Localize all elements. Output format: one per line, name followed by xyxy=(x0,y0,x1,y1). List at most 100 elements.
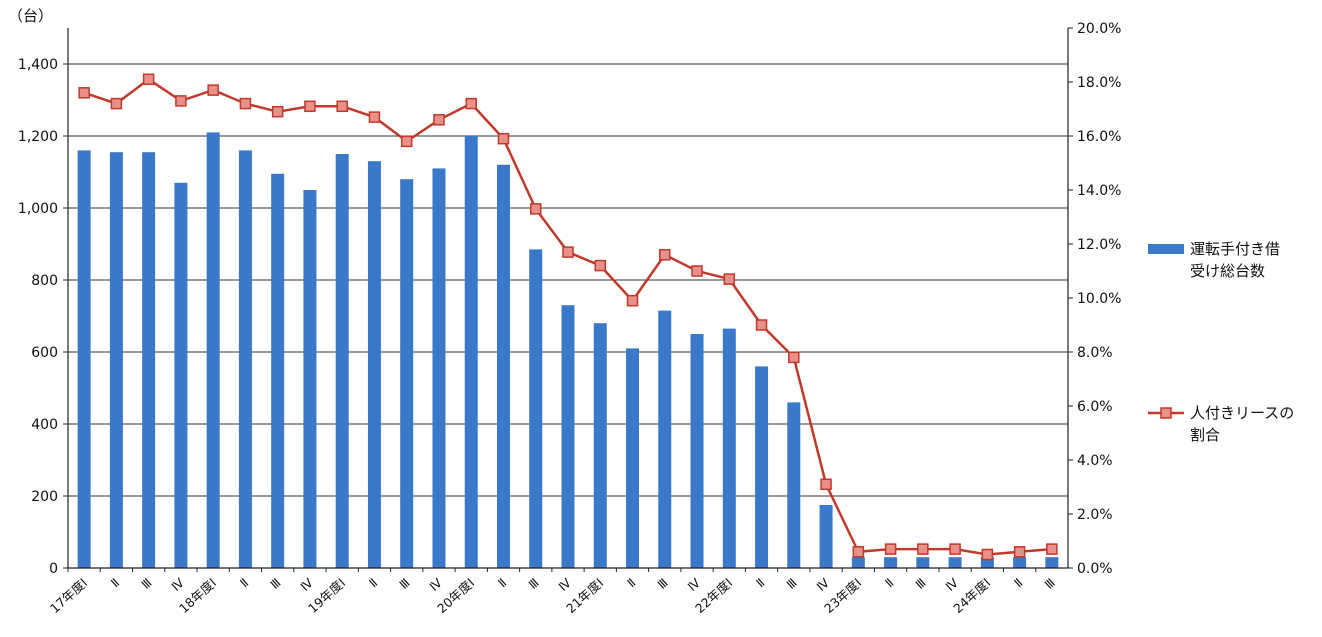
category-tick-label: Ⅱ xyxy=(495,575,510,590)
category-tick-label: Ⅳ xyxy=(426,575,445,594)
line-point xyxy=(529,203,542,215)
line-point xyxy=(368,111,381,123)
category-tick-label: Ⅱ xyxy=(366,575,381,590)
category-tick-label: 24年度Ⅰ xyxy=(950,575,993,616)
line-point xyxy=(175,95,187,107)
category-tick-label: Ⅳ xyxy=(297,575,316,594)
left-tick-label: 800 xyxy=(31,273,58,289)
line-point xyxy=(271,105,284,118)
bar xyxy=(367,161,381,568)
bar xyxy=(464,136,478,568)
legend-swatch-marker xyxy=(1160,407,1172,419)
bar xyxy=(755,366,769,568)
line-point xyxy=(723,273,736,285)
line-point xyxy=(433,114,445,126)
left-tick-label: 1,400 xyxy=(18,57,58,73)
bar xyxy=(496,164,510,569)
category-tick-label: Ⅲ xyxy=(654,575,670,592)
right-tick-label: 10.0% xyxy=(1077,291,1121,307)
line-point xyxy=(949,543,961,555)
line-point xyxy=(562,246,574,258)
line-point xyxy=(626,294,639,307)
line-point xyxy=(110,97,123,110)
right-tick-label: 18.0% xyxy=(1077,75,1121,91)
line-point xyxy=(755,319,768,331)
line-point xyxy=(465,97,477,110)
category-tick-label: Ⅳ xyxy=(942,575,961,594)
category-tick-label: 20年度Ⅰ xyxy=(434,575,477,616)
left-tick-label: 200 xyxy=(31,489,58,505)
category-tick-label: Ⅲ xyxy=(783,575,799,592)
bar xyxy=(626,348,640,568)
line-point xyxy=(917,543,929,555)
bar xyxy=(851,557,865,568)
left-axis-ticks: 0 200 400 600 800 1,000 1,200 1,400 xyxy=(18,57,68,577)
bar xyxy=(658,310,672,568)
category-tick-label: Ⅳ xyxy=(684,575,703,594)
right-tick-label: 8.0% xyxy=(1077,345,1113,361)
right-tick-label: 12.0% xyxy=(1077,237,1121,253)
category-tick-label: 18年度Ⅰ xyxy=(176,575,219,616)
bar xyxy=(787,402,801,568)
line-point xyxy=(78,87,90,99)
line-point xyxy=(884,543,897,555)
bar xyxy=(819,505,833,568)
line-point xyxy=(304,100,316,113)
bar xyxy=(142,152,156,568)
line-point xyxy=(497,132,510,145)
category-tick-label: Ⅲ xyxy=(1041,575,1057,592)
bar xyxy=(948,557,962,568)
y-axis-unit-label: （台） xyxy=(8,7,53,25)
category-tick-label: Ⅱ xyxy=(882,575,897,590)
bar xyxy=(529,249,543,568)
legend-label-line: 割合 xyxy=(1190,426,1220,444)
right-tick-label: 20.0% xyxy=(1077,21,1121,37)
category-tick-label: Ⅲ xyxy=(396,575,412,592)
bar xyxy=(238,150,252,568)
line-point xyxy=(142,73,155,86)
line-point xyxy=(1013,546,1026,558)
left-tick-label: 1,000 xyxy=(18,201,58,217)
bar xyxy=(722,328,736,568)
bar xyxy=(174,182,188,569)
category-tick-label: Ⅱ xyxy=(237,575,252,590)
right-tick-label: 2.0% xyxy=(1077,507,1113,523)
category-tick-label: 23年度Ⅰ xyxy=(821,575,864,616)
category-tick-label: Ⅳ xyxy=(168,575,187,594)
line-point xyxy=(788,351,800,364)
line-point xyxy=(852,546,865,558)
line-point xyxy=(981,548,994,561)
category-tick-label: Ⅱ xyxy=(753,575,768,590)
line-point xyxy=(239,97,252,110)
bar xyxy=(690,334,704,568)
category-tick-label: 19年度Ⅰ xyxy=(305,575,348,616)
right-tick-label: 16.0% xyxy=(1077,129,1121,145)
right-tick-label: 14.0% xyxy=(1077,183,1121,199)
line-point xyxy=(820,478,832,491)
right-tick-label: 6.0% xyxy=(1077,399,1113,415)
bar xyxy=(271,173,285,569)
category-tick-label: Ⅱ xyxy=(624,575,639,590)
left-tick-label: 400 xyxy=(31,417,58,433)
line-point xyxy=(400,135,413,148)
category-tick-label: Ⅲ xyxy=(267,575,283,592)
bar xyxy=(400,179,414,568)
line-point xyxy=(659,249,671,261)
bar xyxy=(206,132,220,568)
legend-label-bar: 受け総台数 xyxy=(1190,262,1265,280)
line-point xyxy=(336,100,348,113)
right-tick-label: 0.0% xyxy=(1077,561,1113,577)
bar xyxy=(561,305,575,568)
line-point xyxy=(691,265,703,277)
bar xyxy=(1013,557,1027,568)
right-tick-label: 4.0% xyxy=(1077,453,1113,469)
legend-label-bar: 運転手付き借 xyxy=(1190,240,1280,258)
bar xyxy=(77,150,91,568)
line-point xyxy=(207,84,219,96)
left-tick-label: 1,200 xyxy=(18,129,58,145)
left-tick-label: 600 xyxy=(31,345,58,361)
bar xyxy=(980,557,994,568)
category-tick-label: Ⅲ xyxy=(138,575,154,592)
bar xyxy=(884,557,898,568)
